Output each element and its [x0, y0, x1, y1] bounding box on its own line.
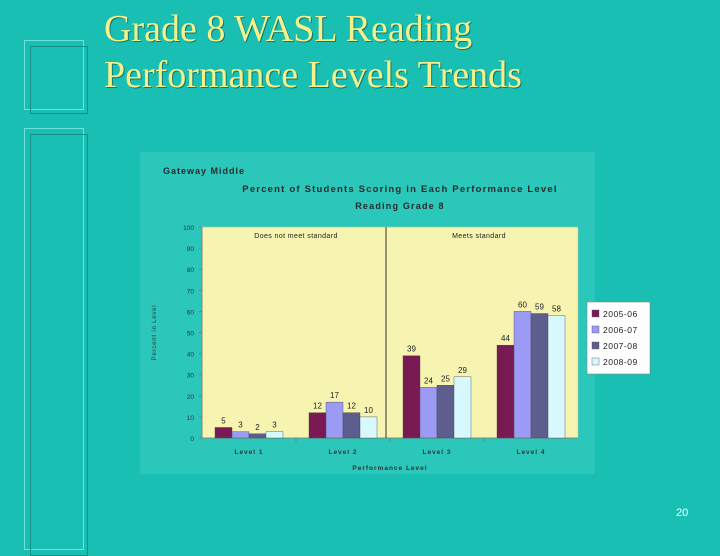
y-tick-label: 30: [187, 373, 195, 380]
bar-chart: Gateway Middle Percent of Students Scori…: [152, 166, 651, 472]
x-tick-label: Level 2: [328, 449, 357, 456]
data-label: 5: [221, 416, 226, 425]
bar-2005-06-level-4: [496, 344, 515, 439]
bar-2006-07-level-2: [325, 401, 344, 439]
bar-2008-09-level-2: [359, 416, 378, 439]
slide-title: Grade 8 WASL Reading Performance Levels …: [104, 6, 522, 98]
data-label: 3: [238, 421, 243, 430]
data-label: 2: [255, 423, 260, 432]
y-tick-label: 80: [187, 267, 195, 274]
data-label: 17: [330, 391, 339, 400]
annotation-does-not-meet: Does not meet standard: [254, 233, 338, 240]
legend-label: 2008-09: [603, 357, 638, 367]
data-label: 39: [407, 345, 416, 354]
bar-2006-07-level-3: [419, 387, 438, 439]
legend-swatch: [591, 341, 600, 350]
page-number: 20: [676, 507, 689, 519]
bar-2008-09-level-3: [453, 376, 472, 439]
bar-2008-09-level-1: [265, 431, 284, 439]
chart-panel: Gateway Middle Percent of Students Scori…: [140, 152, 651, 474]
bar-2006-07-level-4: [513, 311, 532, 439]
annotation-meets: Meets standard: [452, 233, 506, 240]
bar-2005-06-level-3: [402, 355, 421, 439]
data-label: 24: [424, 376, 433, 385]
data-label: 59: [535, 303, 544, 312]
data-label: 44: [501, 334, 510, 343]
bar-2006-07-level-1: [231, 431, 250, 439]
bar-2007-08-level-4: [530, 313, 549, 439]
slide: { "slide": { "title_line1": "Grade 8 WAS…: [24, 6, 689, 556]
data-label: 58: [552, 305, 561, 314]
y-tick-label: 60: [187, 309, 195, 316]
x-axis-title: Performance Level: [352, 465, 427, 472]
bar-2007-08-level-3: [436, 385, 455, 439]
data-label: 3: [272, 421, 277, 430]
legend-label: 2007-08: [603, 341, 638, 351]
x-tick-label: Level 1: [234, 449, 263, 456]
legend-swatch: [591, 357, 600, 366]
data-label: 12: [347, 402, 356, 411]
chart-legend: 2005-06 2006-07 2007-08 2008-09: [586, 301, 651, 375]
bar-2005-06-level-2: [308, 412, 327, 439]
legend-label: 2005-06: [603, 309, 638, 319]
y-axis-title: Percent in Level: [152, 305, 158, 361]
y-tick-label: 40: [187, 352, 195, 359]
data-label: 12: [313, 402, 322, 411]
bar-2007-08-level-1: [248, 433, 267, 439]
legend-swatch: [591, 325, 600, 334]
x-tick-label: Level 3: [422, 449, 451, 456]
legend-swatch: [591, 309, 600, 318]
chart-school-label: Gateway Middle: [163, 166, 245, 176]
bar-2008-09-level-4: [547, 315, 566, 439]
decorative-frame: [30, 46, 88, 114]
bar-2005-06-level-1: [214, 427, 233, 439]
y-tick-label: 20: [187, 394, 195, 401]
decorative-frame: [24, 40, 84, 110]
chart-title: Percent of Students Scoring in Each Perf…: [242, 184, 557, 195]
x-tick-label: Level 4: [516, 449, 545, 456]
decorative-frame: [30, 134, 88, 556]
bar-2007-08-level-2: [342, 412, 361, 439]
y-tick-label: 10: [187, 415, 195, 422]
chart-subtitle: Reading Grade 8: [355, 201, 445, 211]
legend-label: 2006-07: [603, 325, 638, 335]
slide-title-line-1: Grade 8 WASL Reading: [104, 8, 473, 50]
y-tick-label: 70: [187, 288, 195, 295]
y-tick-label: 0: [190, 436, 194, 443]
data-label: 29: [458, 366, 467, 375]
slide-title-line-2: Performance Levels Trends: [104, 54, 522, 96]
y-tick-label: 100: [183, 225, 194, 232]
y-tick-label: 50: [187, 331, 195, 338]
data-label: 60: [518, 300, 527, 309]
data-label: 25: [441, 374, 450, 383]
data-label: 10: [364, 406, 373, 415]
y-tick-label: 90: [187, 246, 195, 253]
